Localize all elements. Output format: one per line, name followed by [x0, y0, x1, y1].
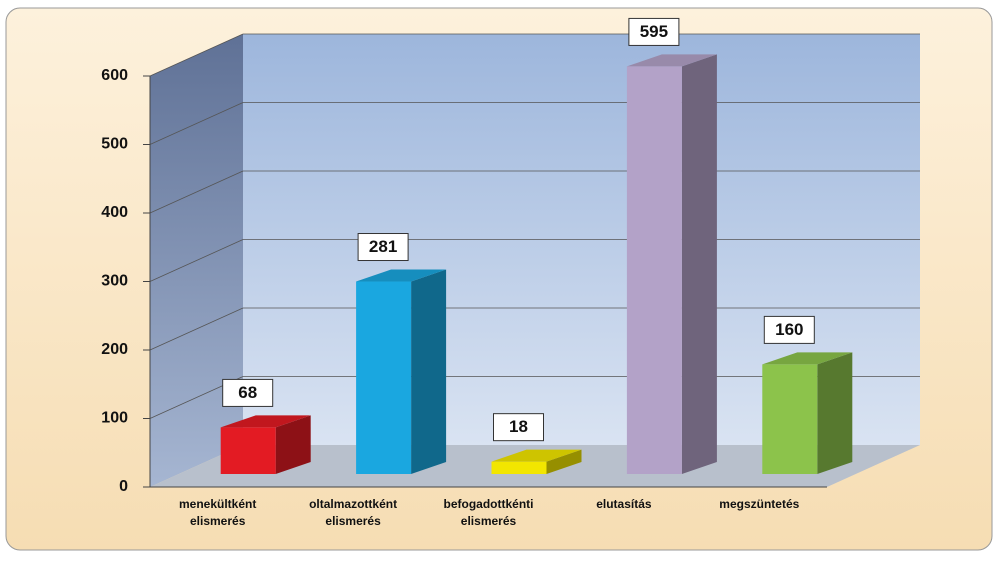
grid-line	[149, 239, 244, 282]
bar: 281	[356, 233, 447, 474]
grid-line	[149, 307, 244, 351]
bar: 160	[762, 315, 853, 474]
value-label-box	[222, 378, 274, 407]
y-tick-label: 0	[119, 478, 128, 495]
y-tick-label: 200	[101, 341, 128, 358]
bar-top	[762, 352, 853, 365]
bar-side	[275, 415, 311, 474]
bar-side	[546, 449, 582, 474]
x-tick-label: menekültként elismerés	[179, 497, 257, 528]
x-tick-label-box: oltalmazottként elismerés	[309, 497, 398, 528]
x-tick-label: oltalmazottként elismerés	[309, 497, 398, 528]
x-tick-label-box: megszüntetés	[719, 497, 800, 511]
bar-front	[491, 461, 547, 474]
bar-side	[411, 269, 447, 474]
y-tick-label: 400	[101, 204, 128, 221]
value-label-box	[763, 315, 815, 344]
bar-top	[626, 54, 717, 67]
bar-top	[491, 449, 582, 462]
value-label: 68	[238, 383, 257, 402]
bar: 68	[220, 378, 311, 474]
bar: 595	[626, 17, 717, 475]
value-label-box	[357, 233, 409, 262]
bar: 18	[491, 413, 582, 474]
y-tick-label: 100	[101, 410, 128, 427]
bar-front	[626, 66, 682, 475]
y-tick-label: 500	[101, 136, 128, 153]
bar-front	[356, 281, 412, 474]
value-label: 18	[509, 417, 528, 436]
x-tick-label: megszüntetés	[719, 497, 800, 511]
bar-side	[681, 54, 717, 475]
y-tick-label: 300	[101, 273, 128, 290]
grid-line	[149, 33, 244, 77]
bar-top	[220, 415, 311, 428]
y-tick-label: 600	[101, 67, 128, 84]
x-tick-label: elutasítás	[596, 497, 652, 511]
x-tick-label: befogadottkénti elismerés	[443, 497, 534, 528]
x-tick-label-box: befogadottkénti elismerés	[443, 497, 534, 528]
x-tick-label-box: elutasítás	[596, 497, 652, 511]
bar-top	[356, 269, 447, 282]
bar-side	[817, 352, 853, 474]
bar-front	[220, 427, 276, 474]
grid-line	[149, 170, 244, 214]
value-label: 595	[640, 22, 668, 41]
grid-line	[149, 102, 244, 145]
value-label: 160	[775, 320, 803, 339]
x-tick-label-box: menekültként elismerés	[179, 497, 257, 528]
value-label: 281	[369, 237, 397, 256]
value-label-box	[493, 413, 544, 442]
bar-front	[762, 364, 818, 474]
value-label-box	[628, 17, 680, 46]
